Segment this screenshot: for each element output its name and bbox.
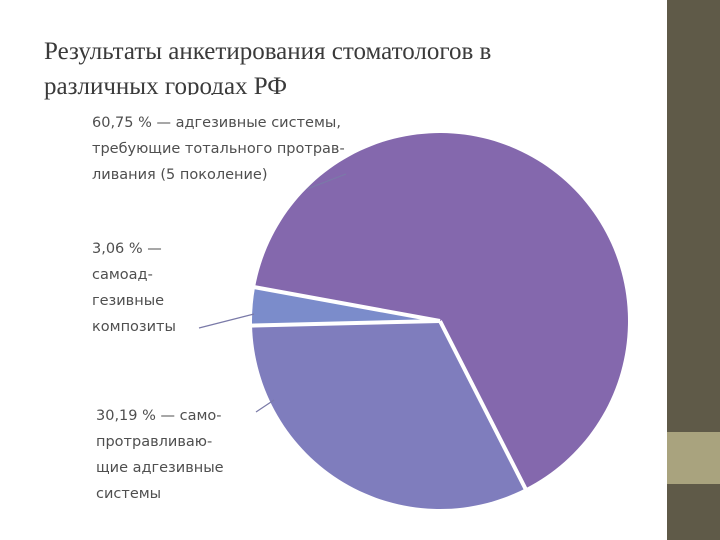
label-self-adhesive-line-4: композиты [92, 319, 176, 335]
pie-slice-0 [255, 133, 629, 489]
label-self-etch-line-2: протравливаю- [96, 434, 213, 450]
sidebar-accent [667, 432, 720, 484]
label-self-adhesive-line-2: самоад- [92, 267, 153, 283]
label-self-etch-adhesives: 30,19 % — само- протравливаю- щие адгези… [96, 403, 224, 507]
label-self-etch-line-1: 30,19 % — само- [96, 408, 222, 424]
label-self-etch-line-3: щие адгезивные [96, 460, 224, 476]
pie-separator-0 [438, 320, 529, 492]
label-5th-gen-line-1: 60,75 % — адгезивные системы, [92, 115, 341, 131]
leader-line-self-adhesive [198, 313, 255, 329]
label-5th-gen-line-2: требующие тотального протрав- [92, 141, 345, 157]
leader-line-5th-gen [306, 173, 347, 190]
label-self-etch-line-4: системы [96, 486, 162, 502]
pie-slice-1 [252, 321, 526, 509]
pie-separator-1 [252, 284, 441, 323]
label-5th-gen-adhesives: 60,75 % — адгезивные системы, требующие … [92, 110, 345, 188]
label-5th-gen-line-3: ливания (5 поколение) [92, 167, 268, 183]
label-self-adhesive-line-1: 3,06 % — [92, 241, 162, 257]
pie-separator-2 [250, 319, 441, 328]
leader-line-self-etch [255, 399, 275, 413]
slide-title-line-1: Результаты анкетирования стоматологов в [44, 38, 492, 65]
label-self-adhesive-composites: 3,06 % — самоад- гезивные композиты [92, 236, 176, 340]
label-self-adhesive-line-3: гезивные [92, 293, 165, 309]
